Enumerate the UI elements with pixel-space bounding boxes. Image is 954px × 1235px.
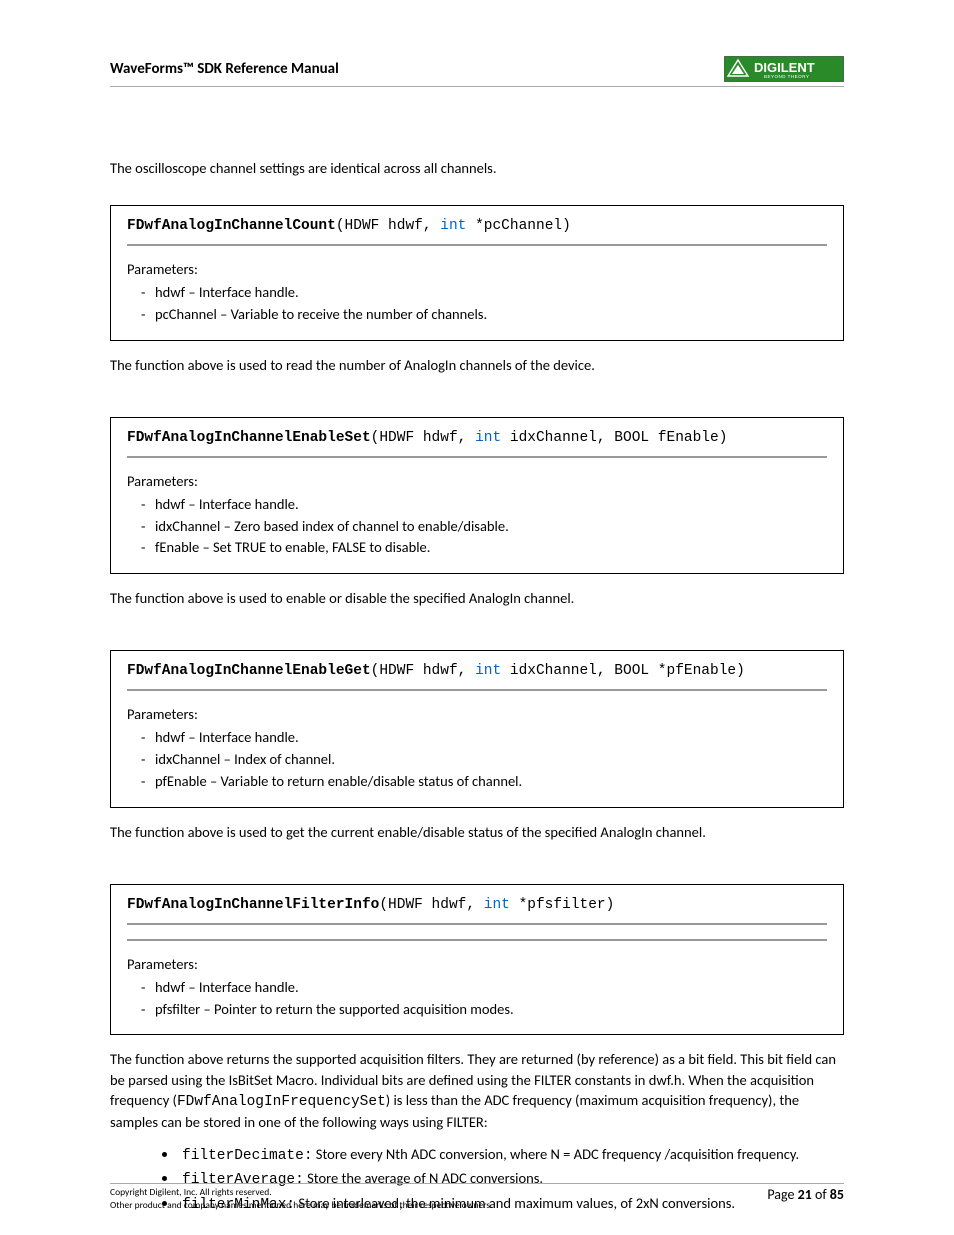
- filter-bullet-item: filterDecimate: Store every Nth ADC conv…: [178, 1143, 844, 1167]
- bullet-text: Store every Nth ADC conversion, where N …: [313, 1145, 800, 1163]
- function-description: The function above is used to read the n…: [110, 355, 844, 375]
- function-signature: FDwfAnalogInChannelEnableGet(HDWF hdwf, …: [127, 663, 827, 691]
- filter-long-desc: The function above returns the supported…: [110, 1049, 844, 1132]
- function-description: The function above is used to get the cu…: [110, 822, 844, 842]
- parameters-label: Parameters:: [127, 955, 827, 973]
- bullet-code: filterDecimate:: [182, 1148, 313, 1164]
- parameters-label: Parameters:: [127, 472, 827, 490]
- function-box: FDwfAnalogInChannelEnableSet(HDWF hdwf, …: [110, 417, 844, 574]
- logo-text: DIGILENT: [754, 60, 815, 75]
- long-desc-code: FDwfAnalogInFrequencySet: [177, 1094, 386, 1110]
- footer-left: Copyright Digilent, Inc. All rights rese…: [110, 1186, 493, 1211]
- function-box: FDwfAnalogInChannelFilterInfo(HDWF hdwf,…: [110, 884, 844, 1036]
- function-signature: FDwfAnalogInChannelEnableSet(HDWF hdwf, …: [127, 430, 827, 458]
- function-signature: FDwfAnalogInChannelCount(HDWF hdwf, int …: [127, 218, 827, 246]
- footer-trademark: Other product and company names mentione…: [110, 1199, 493, 1211]
- parameter-item: hdwf – Interface handle.: [141, 727, 827, 749]
- page-footer: Copyright Digilent, Inc. All rights rese…: [110, 1183, 844, 1211]
- parameter-item: pcChannel – Variable to receive the numb…: [141, 304, 827, 326]
- parameter-list: hdwf – Interface handle.idxChannel – Zer…: [127, 494, 827, 559]
- function-box: FDwfAnalogInChannelCount(HDWF hdwf, int …: [110, 205, 844, 341]
- parameter-item: fEnable – Set TRUE to enable, FALSE to d…: [141, 537, 827, 559]
- divider: [127, 939, 827, 941]
- parameter-item: hdwf – Interface handle.: [141, 977, 827, 999]
- footer-copyright: Copyright Digilent, Inc. All rights rese…: [110, 1186, 493, 1198]
- function-box: FDwfAnalogInChannelEnableGet(HDWF hdwf, …: [110, 650, 844, 807]
- parameter-list: hdwf – Interface handle.idxChannel – Ind…: [127, 727, 827, 792]
- parameter-item: idxChannel – Zero based index of channel…: [141, 516, 827, 538]
- intro-text: The oscilloscope channel settings are id…: [110, 159, 844, 177]
- parameter-item: pfsfilter – Pointer to return the suppor…: [141, 999, 827, 1021]
- function-signature: FDwfAnalogInChannelFilterInfo(HDWF hdwf,…: [127, 897, 827, 925]
- function-description: The function above is used to enable or …: [110, 588, 844, 608]
- parameters-label: Parameters:: [127, 260, 827, 278]
- parameter-list: hdwf – Interface handle.pfsfilter – Poin…: [127, 977, 827, 1021]
- header-title: WaveForms™ SDK Reference Manual: [110, 60, 339, 78]
- parameter-item: hdwf – Interface handle.: [141, 494, 827, 516]
- footer-page: Page 21 of 85: [767, 1186, 844, 1203]
- parameter-item: idxChannel – Index of channel.: [141, 749, 827, 771]
- parameter-list: hdwf – Interface handle.pcChannel – Vari…: [127, 282, 827, 326]
- parameter-item: hdwf – Interface handle.: [141, 282, 827, 304]
- logo-tagline: BEYOND THEORY: [764, 74, 809, 79]
- digilent-logo: DIGILENT BEYOND THEORY: [724, 56, 844, 82]
- page-header: WaveForms™ SDK Reference Manual DIGILENT…: [110, 56, 844, 87]
- parameters-label: Parameters:: [127, 705, 827, 723]
- parameter-item: pfEnable – Variable to return enable/dis…: [141, 771, 827, 793]
